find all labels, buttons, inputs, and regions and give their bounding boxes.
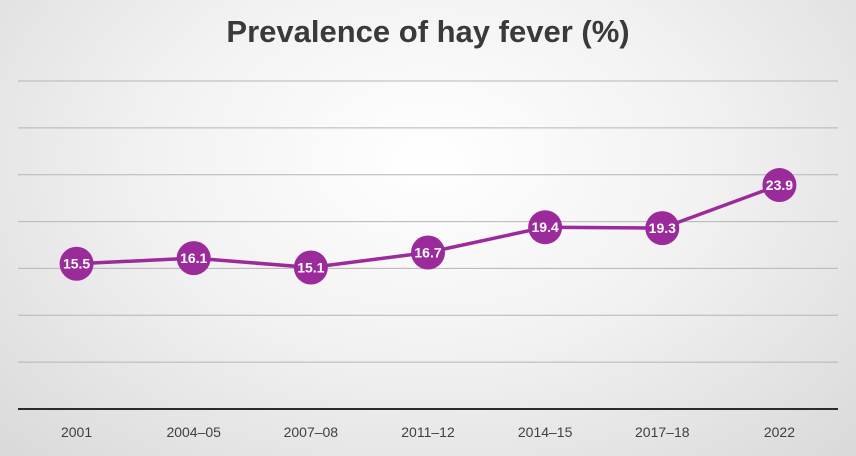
x-tick-label: 2014–15 <box>518 424 573 440</box>
data-label: 23.9 <box>766 177 793 193</box>
x-tick-label: 2011–12 <box>401 424 455 440</box>
data-point <box>528 210 563 245</box>
data-label: 15.5 <box>63 256 90 272</box>
data-point <box>645 211 680 246</box>
gridlines <box>18 80 838 363</box>
chart-title: Prevalence of hay fever (%) <box>226 14 630 49</box>
x-tick-label: 2007–08 <box>284 424 339 440</box>
x-tick-label: 2004–05 <box>166 424 221 440</box>
x-tick-label: 2022 <box>764 424 795 440</box>
x-axis: 2001 2004–05 2007–08 2011–12 2014–15 2017–18 2… <box>18 408 838 440</box>
data-point <box>293 250 328 285</box>
data-point <box>176 241 211 276</box>
data-label: 19.3 <box>649 220 676 236</box>
data-point <box>59 246 94 281</box>
data-point <box>762 168 797 203</box>
markers: 15.5 16.1 15.1 16.7 19.4 19.3 23.9 <box>59 168 797 285</box>
data-label: 16.1 <box>180 250 207 266</box>
data-label: 19.4 <box>532 219 559 235</box>
x-tick-label: 2017–18 <box>635 424 690 440</box>
data-label: 16.7 <box>414 244 441 260</box>
data-point <box>411 235 445 270</box>
data-label: 15.1 <box>297 259 324 275</box>
x-tick-label: 2001 <box>61 424 92 440</box>
